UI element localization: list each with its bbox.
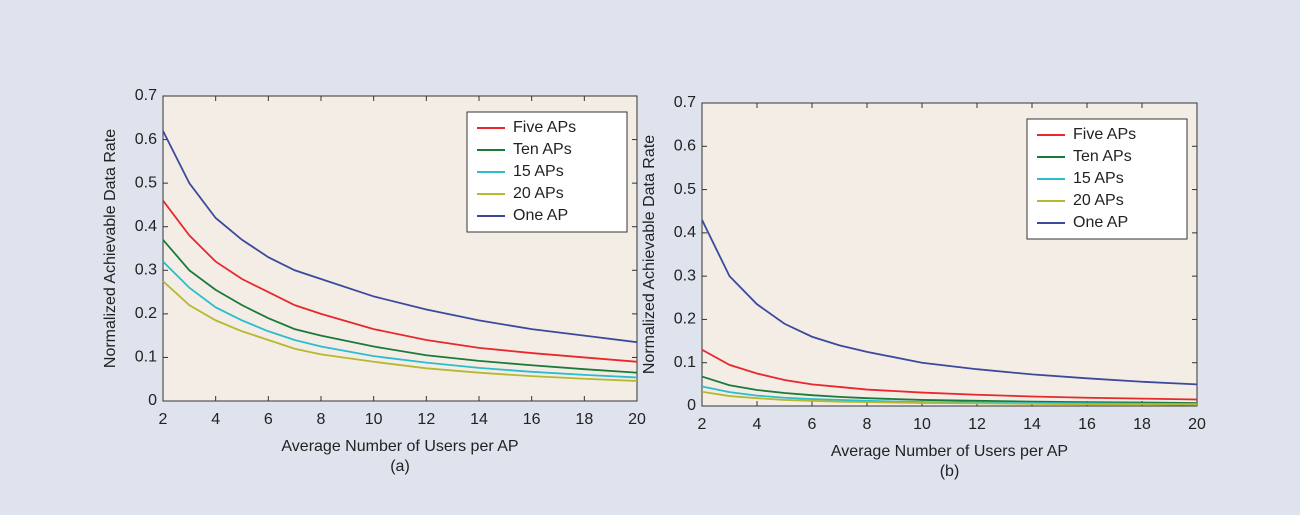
y-tick-label: 0.3 xyxy=(674,267,696,284)
y-tick-label: 0 xyxy=(687,397,696,414)
legend-label: One AP xyxy=(513,207,568,224)
y-tick-label: 0.6 xyxy=(674,138,696,155)
legend-label: One AP xyxy=(1073,214,1128,231)
x-tick-label: 12 xyxy=(417,411,435,428)
legend-label: Five APs xyxy=(513,119,576,136)
series-line xyxy=(701,348,1198,401)
y-axis-label: Normalized Achievable Data Rate xyxy=(102,129,119,368)
x-tick-label: 8 xyxy=(317,411,326,428)
series-line xyxy=(162,260,638,379)
y-tick-label: 0.2 xyxy=(135,305,157,322)
x-tick-label: 6 xyxy=(264,411,273,428)
y-tick-label: 0 xyxy=(148,392,157,409)
series-line xyxy=(701,390,1198,406)
legend-label: 20 APs xyxy=(1073,192,1124,209)
legend-label: Five APs xyxy=(1073,126,1136,143)
x-tick-label: 18 xyxy=(575,411,593,428)
x-axis-label: Average Number of Users per AP xyxy=(281,438,518,455)
legend-label: 20 APs xyxy=(513,185,564,202)
series-line xyxy=(162,280,638,382)
x-tick-label: 6 xyxy=(808,416,817,433)
series-line xyxy=(162,200,638,363)
series-line xyxy=(701,375,1198,404)
x-tick-label: 2 xyxy=(698,416,707,433)
caption: (a) xyxy=(390,458,410,475)
y-tick-label: 0.1 xyxy=(135,349,157,366)
y-tick-label: 0.3 xyxy=(135,262,157,279)
caption: (b) xyxy=(940,463,960,480)
x-tick-label: 20 xyxy=(628,411,646,428)
x-tick-label: 20 xyxy=(1188,416,1206,433)
y-tick-label: 0.4 xyxy=(674,224,696,241)
legend-label: Ten APs xyxy=(1073,148,1132,165)
x-tick-label: 16 xyxy=(523,411,541,428)
y-tick-label: 0.7 xyxy=(135,87,157,104)
series-line xyxy=(701,219,1198,386)
series-line xyxy=(162,239,638,374)
y-tick-label: 0.2 xyxy=(674,311,696,328)
x-axis-label: Average Number of Users per AP xyxy=(831,443,1068,460)
legend-label: 15 APs xyxy=(513,163,564,180)
x-tick-label: 14 xyxy=(470,411,488,428)
x-tick-label: 10 xyxy=(913,416,931,433)
legend-label: Ten APs xyxy=(513,141,572,158)
x-tick-label: 2 xyxy=(159,411,168,428)
y-tick-label: 0.1 xyxy=(674,354,696,371)
legend-label: 15 APs xyxy=(1073,170,1124,187)
y-tick-label: 0.4 xyxy=(135,218,157,235)
x-tick-label: 4 xyxy=(753,416,762,433)
x-tick-label: 18 xyxy=(1133,416,1151,433)
x-tick-label: 16 xyxy=(1078,416,1096,433)
y-tick-label: 0.5 xyxy=(135,174,157,191)
x-tick-label: 12 xyxy=(968,416,986,433)
x-tick-label: 10 xyxy=(365,411,383,428)
x-tick-label: 14 xyxy=(1023,416,1041,433)
y-axis-label: Normalized Achievable Data Rate xyxy=(641,135,658,374)
y-tick-label: 0.5 xyxy=(674,181,696,198)
x-tick-label: 4 xyxy=(211,411,220,428)
y-tick-label: 0.7 xyxy=(674,94,696,111)
y-tick-label: 0.6 xyxy=(135,131,157,148)
x-tick-label: 8 xyxy=(863,416,872,433)
series-line xyxy=(162,130,638,344)
